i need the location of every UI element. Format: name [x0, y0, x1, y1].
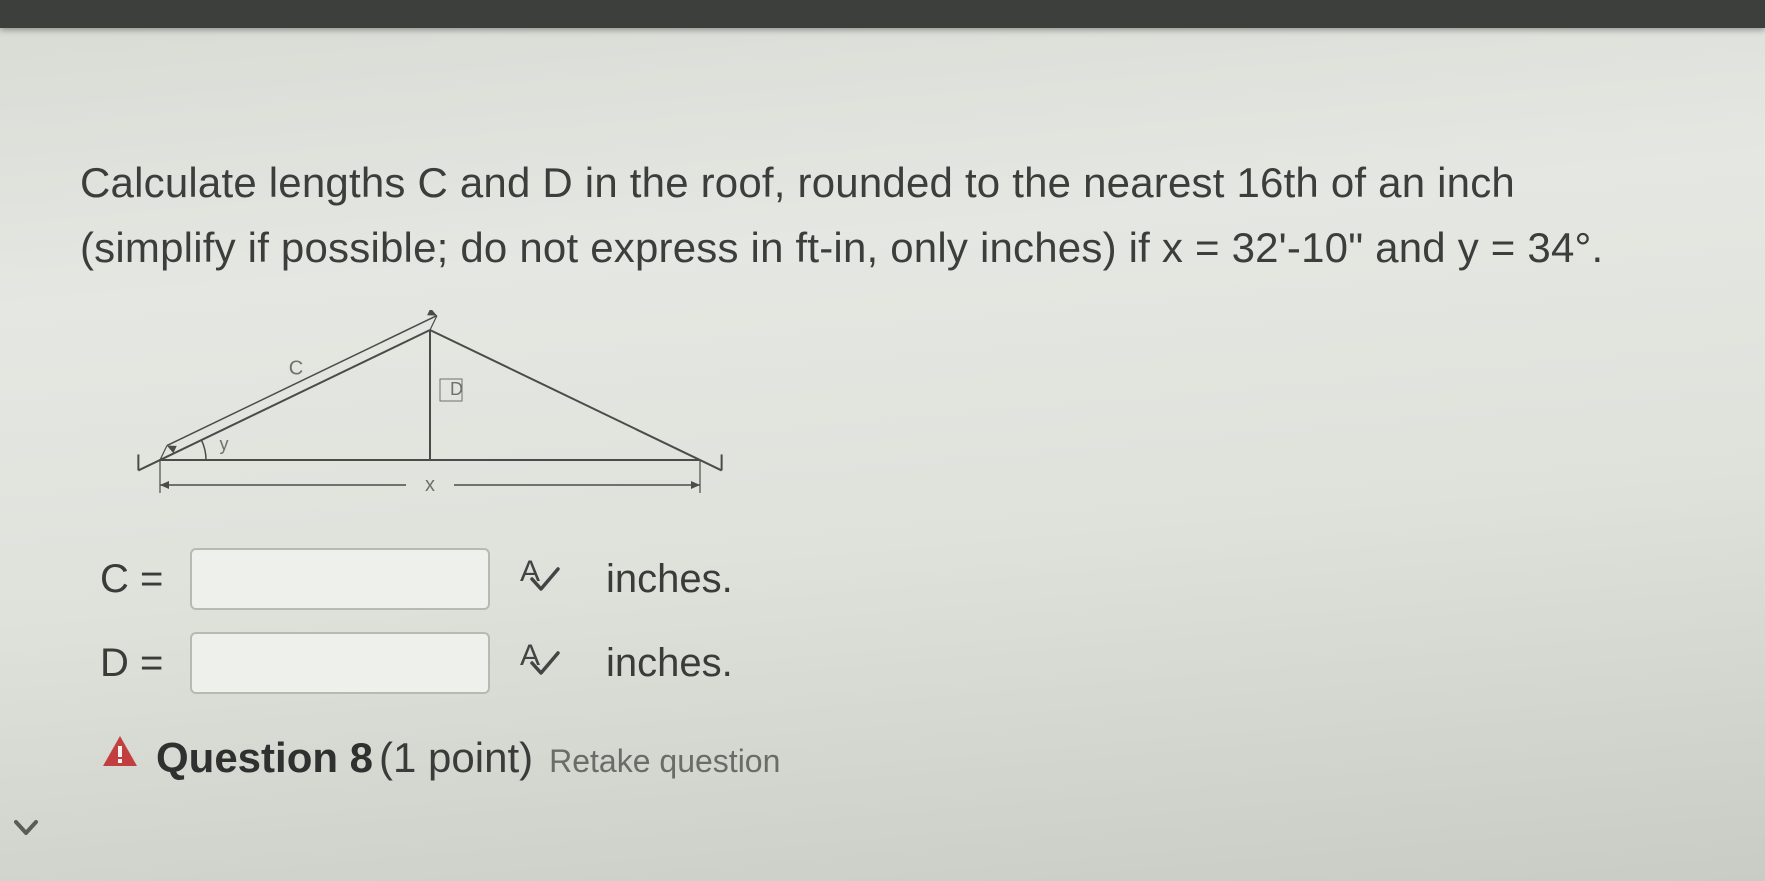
warning-icon — [100, 732, 140, 772]
retake-question-link[interactable]: Retake question — [549, 743, 780, 780]
question-number: Question 8 — [156, 734, 373, 782]
answer-input-c[interactable] — [190, 548, 490, 610]
svg-text:y: y — [220, 434, 229, 454]
roof-diagram-svg: C Dy x — [100, 310, 740, 530]
answers-block: C = A inches. D = A inches. — [100, 548, 1685, 694]
svg-text:C: C — [289, 358, 303, 380]
svg-text:D: D — [450, 379, 463, 399]
problem-line-1: Calculate lengths C and D in the roof, r… — [80, 159, 1515, 206]
answer-input-d[interactable] — [190, 632, 490, 694]
grade-mark-icon: A — [518, 641, 562, 685]
degree-symbol: ° — [1575, 224, 1592, 271]
svg-text:x: x — [425, 474, 435, 496]
answer-row-c: C = A inches. — [100, 548, 1685, 610]
checkmark-icon — [528, 563, 562, 597]
problem-line-2-mid: and y = — [1363, 224, 1527, 271]
problem-line-2-suffix: . — [1592, 224, 1604, 271]
question-content: Calculate lengths C and D in the roof, r… — [80, 150, 1685, 782]
answer-label-d: D = — [100, 641, 190, 686]
question-points: (1 point) — [379, 734, 533, 782]
roof-diagram: C Dy x — [100, 310, 740, 530]
grade-mark-icon: A — [518, 557, 562, 601]
unit-label: inches. — [606, 641, 733, 686]
window-top-edge — [0, 0, 1765, 28]
answer-row-d: D = A inches. — [100, 632, 1685, 694]
question-footer: Question 8 (1 point) Retake question — [100, 732, 1685, 782]
checkmark-icon — [528, 647, 562, 681]
y-value: 34 — [1527, 224, 1574, 271]
problem-line-2-prefix: (simplify if possible; do not express in… — [80, 224, 1232, 271]
answer-label-c: C = — [100, 557, 190, 602]
problem-statement: Calculate lengths C and D in the roof, r… — [80, 150, 1685, 280]
unit-label: inches. — [606, 557, 733, 602]
x-value: 32'-10" — [1232, 224, 1364, 271]
chevron-down-icon[interactable] — [8, 809, 44, 845]
